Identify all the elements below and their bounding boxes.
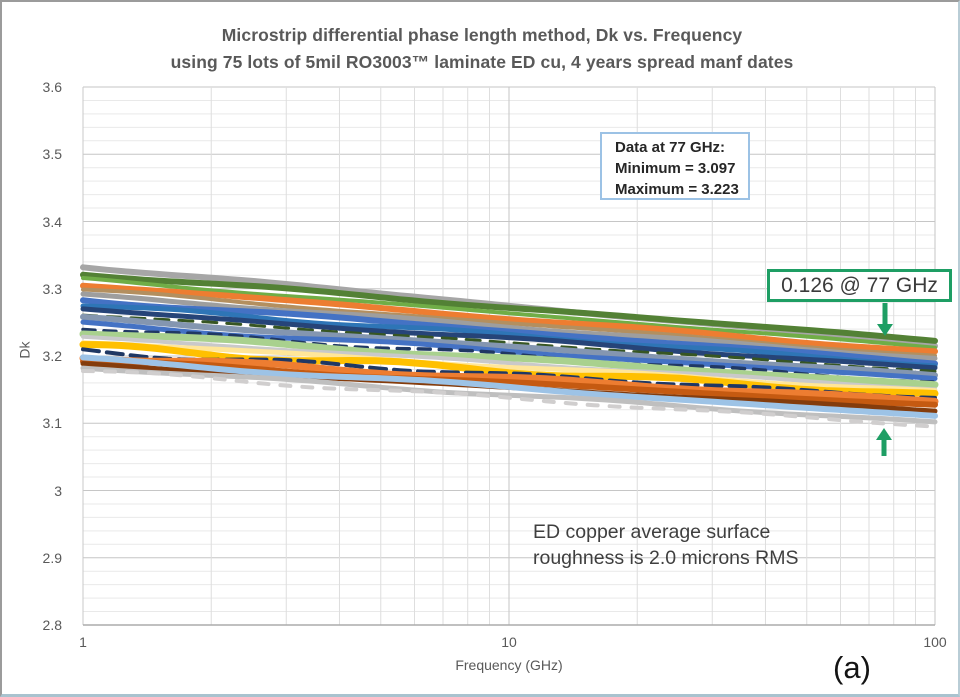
stats-callout-box: Data at 77 GHz: Minimum = 3.097 Maximum …	[600, 132, 750, 200]
arrow-head	[877, 324, 893, 336]
dk-curve	[80, 319, 938, 381]
stats-callout-title: Data at 77 GHz:	[615, 139, 726, 156]
chart-title-line2: using 75 lots of 5mil RO3003™ laminate E…	[170, 52, 794, 72]
dk-curve	[80, 340, 938, 394]
dk-curve	[80, 354, 938, 419]
y-tick-label: 3.3	[42, 280, 62, 297]
dk-curve	[80, 271, 938, 344]
dk-curve	[80, 303, 938, 369]
figure-label: (a)	[833, 650, 871, 685]
x-tick-label: 100	[923, 634, 947, 650]
x-tick-label: 1	[79, 634, 87, 650]
stats-callout-max: Maximum = 3.223	[615, 181, 739, 198]
dk-curve	[81, 369, 937, 429]
y-tick-label: 3.1	[42, 415, 62, 432]
x-axis-title: Frequency (GHz)	[455, 657, 563, 673]
roughness-note-line1: ED copper average surface	[533, 521, 771, 543]
y-tick-label: 3.5	[42, 146, 62, 163]
y-tick-label: 2.8	[42, 617, 62, 633]
dk-curve	[81, 287, 937, 358]
dk-curve	[80, 358, 938, 408]
roughness-note-line2: roughness is 2.0 microns RMS	[533, 547, 799, 569]
arrow-head	[876, 428, 892, 440]
y-tick-label: 3.6	[42, 79, 62, 95]
dk-curve	[81, 334, 937, 392]
stats-callout-min: Minimum = 3.097	[615, 160, 736, 177]
y-axis-title: Dk	[16, 341, 33, 359]
y-tick-label: 3.2	[42, 348, 62, 364]
dk-curve	[80, 297, 938, 367]
x-tick-label: 10	[501, 634, 517, 650]
chart-title-line1: Microstrip differential phase length met…	[221, 25, 743, 45]
y-tick-label: 3	[54, 482, 62, 499]
arrow-shaft	[882, 303, 888, 324]
y-tick-label: 3.4	[42, 213, 62, 230]
dk-curve	[80, 313, 938, 379]
roughness-note: ED copper average surface roughness is 2…	[533, 519, 799, 571]
dk-curve	[81, 327, 937, 384]
dk-curve	[80, 282, 938, 355]
arrow-shaft	[881, 440, 887, 456]
chart-title: Microstrip differential phase length met…	[2, 22, 960, 76]
spread-callout-box: 0.126 @ 77 GHz	[767, 269, 952, 302]
y-tick-label: 2.9	[42, 549, 62, 566]
dk-curve	[80, 306, 938, 371]
dk-curve	[79, 354, 939, 405]
dk-curve	[81, 276, 937, 350]
dk-curve	[79, 330, 939, 389]
